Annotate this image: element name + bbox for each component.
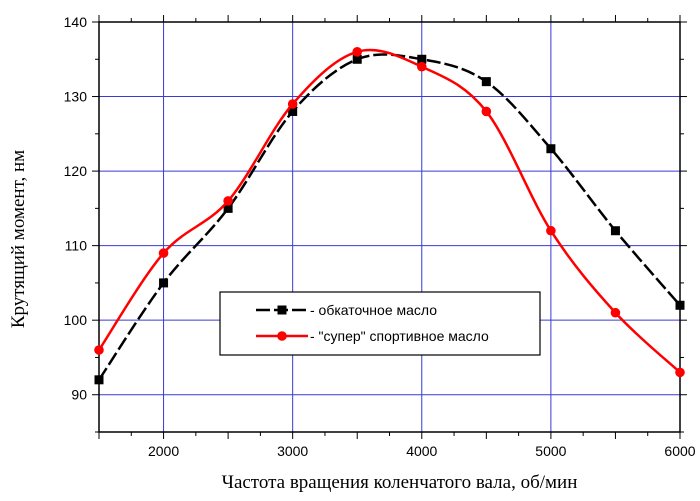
y-tick-label: 140 <box>64 14 88 30</box>
y-tick-label: 110 <box>65 238 88 254</box>
axis-ticks: 2000 3000 4000 5000 6000 90 100 110 120 130 140 <box>64 14 696 459</box>
data-point <box>159 278 169 288</box>
data-point <box>546 144 556 154</box>
data-point <box>610 226 620 236</box>
y-tick-label: 100 <box>64 312 88 328</box>
data-point <box>352 47 363 57</box>
data-point <box>481 106 492 117</box>
data-point <box>416 61 427 72</box>
data-point <box>675 367 685 378</box>
y-axis-title: Крутящий момент, нм <box>8 150 29 328</box>
data-point <box>288 106 298 116</box>
plot-frame <box>98 21 681 433</box>
data-point <box>287 99 298 109</box>
data-point <box>94 375 104 385</box>
series-line-1 <box>97 53 681 381</box>
data-point <box>417 54 427 64</box>
legend: - обкаточное масло - "супер" спортивное м… <box>219 291 541 356</box>
legend-label-1: - обкаточное масло <box>310 302 437 318</box>
x-tick-label: 4000 <box>406 443 437 459</box>
data-point <box>481 77 491 87</box>
data-point <box>610 307 621 318</box>
legend-box <box>219 291 541 356</box>
series-line-2 <box>97 48 681 374</box>
series-group <box>94 47 685 385</box>
data-point <box>546 225 556 236</box>
x-tick-label: 5000 <box>535 443 566 459</box>
data-point <box>223 196 233 206</box>
data-point <box>352 54 362 64</box>
x-tick-label: 6000 <box>664 443 695 459</box>
y-tick-label: 90 <box>71 387 87 403</box>
y-tick-label: 130 <box>64 89 88 105</box>
data-point <box>675 300 685 310</box>
y-tick-label: 120 <box>64 163 88 179</box>
x-tick-label: 2000 <box>148 443 179 459</box>
x-tick-label: 3000 <box>277 443 308 459</box>
data-point <box>158 248 169 258</box>
data-point <box>94 345 104 355</box>
data-point <box>223 203 233 213</box>
grid <box>99 21 681 432</box>
x-axis-title: Частота вращения коленчатого вала, об/ми… <box>222 472 578 493</box>
legend-label-2: - "супер" спортивное масло <box>310 328 489 344</box>
legend-marker <box>277 331 287 341</box>
legend-marker <box>277 305 287 315</box>
